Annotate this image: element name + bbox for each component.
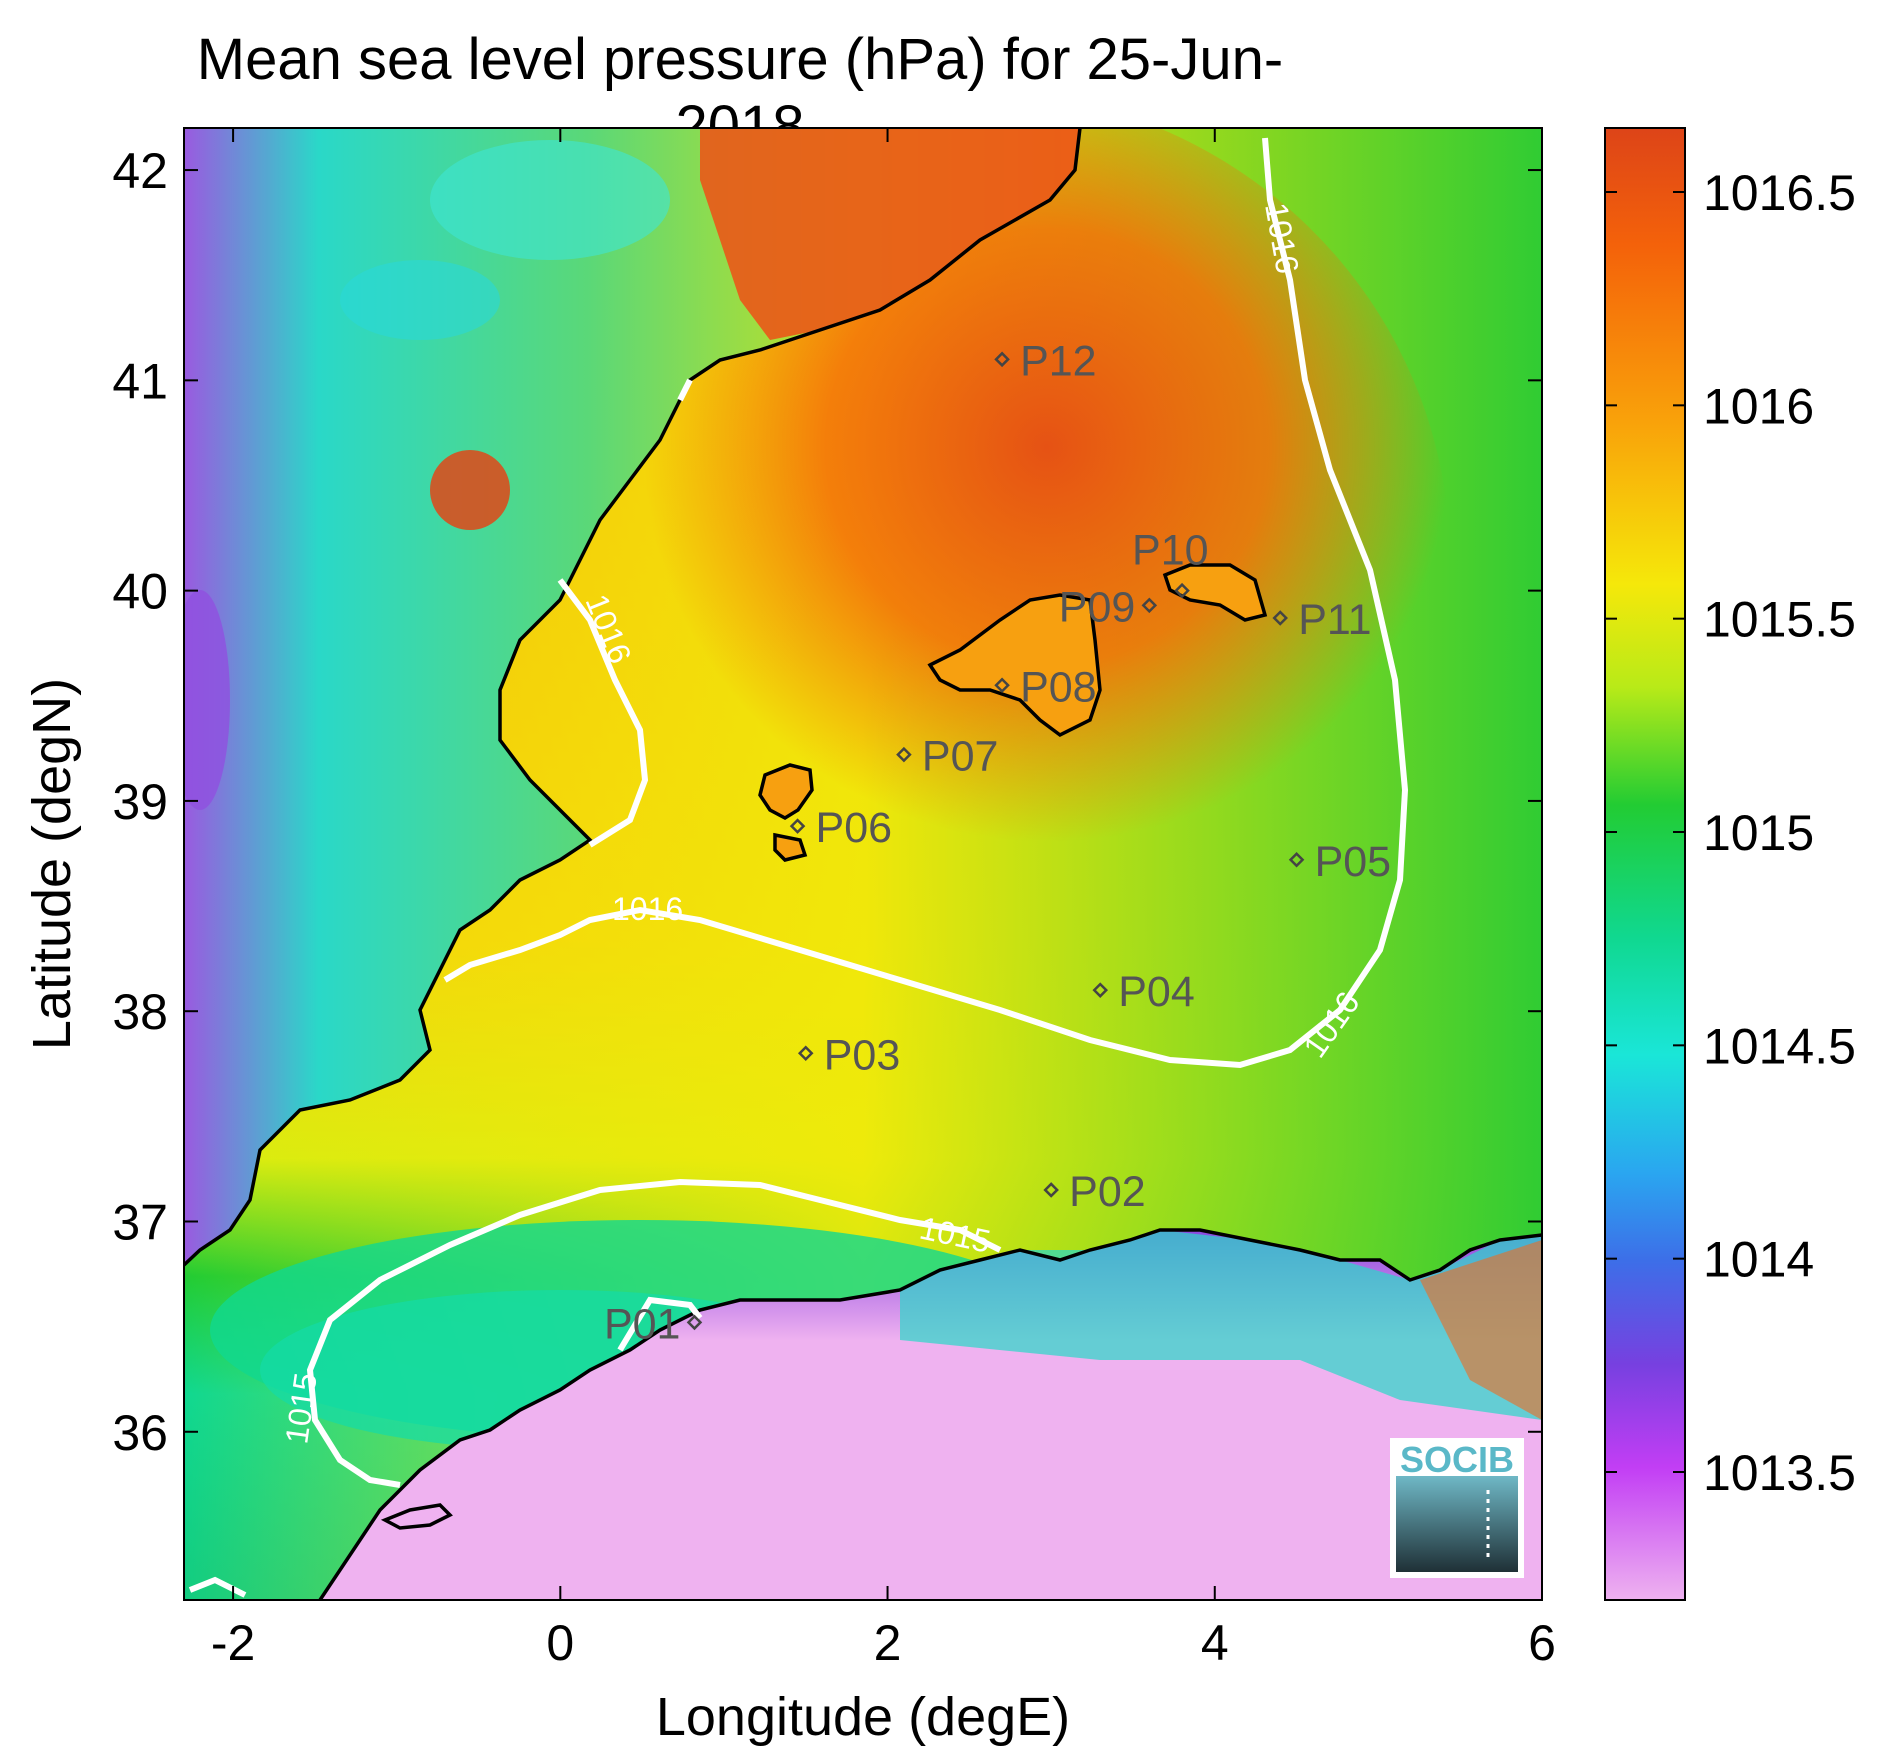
station-label: P12: [1020, 337, 1097, 385]
contour-lines: [188, 137, 1409, 1598]
x-tick-label: 2: [874, 1615, 902, 1671]
station-marker: [1043, 1182, 1059, 1198]
station-label: P04: [1118, 968, 1195, 1016]
socib-logo: SOCIB: [1390, 1438, 1524, 1578]
colorbar-ticks: 1013.5 1014 1014.5 1015 1015.5 1016 1016.5: [1605, 165, 1856, 1501]
menorca: [1165, 565, 1265, 620]
socib-logo-text: SOCIB: [1400, 1439, 1514, 1480]
ibiza-coastline: [758, 763, 814, 821]
station-label: P08: [1020, 663, 1097, 711]
y-tick-label: 39: [112, 774, 168, 830]
iberia-coastline: [184, 128, 1082, 1267]
colorbar-tick-label: 1014.5: [1703, 1018, 1856, 1074]
contour-1016-east: [443, 137, 1409, 1069]
y-tick-label: 38: [112, 984, 168, 1040]
contour-1016-spain: [557, 578, 649, 848]
plot-frame: [183, 127, 1543, 1601]
y-tick-label: 42: [112, 143, 168, 199]
y-tick-label: 40: [112, 564, 168, 620]
coastlines: [184, 128, 1542, 1600]
catalonia-high-area: [700, 128, 1080, 340]
station-marker: [1174, 582, 1190, 599]
colorbar-tick-label: 1013.5: [1703, 1445, 1856, 1501]
station-label: P09: [1059, 583, 1136, 631]
mallorca-coastline: [927, 593, 1102, 738]
station-marker: [789, 818, 806, 834]
iberia-land: [184, 128, 1080, 1265]
contour-1015-corner: [188, 1576, 247, 1598]
ibiza: [760, 765, 812, 818]
station-label: P06: [816, 804, 893, 852]
alboran-islet: [380, 1503, 453, 1530]
station-marker: [994, 351, 1010, 368]
colorbar-tick-label: 1015.5: [1703, 592, 1856, 648]
map-title: Mean sea level pressure (hPa) for 25-Jun…: [196, 27, 1284, 159]
station-label: P03: [824, 1031, 901, 1079]
station-marker: [1141, 597, 1158, 614]
africa-coastline: [318, 1228, 1542, 1600]
station-label: P07: [922, 733, 999, 781]
station-label: P01: [604, 1300, 681, 1348]
x-tick-label: 4: [1201, 1615, 1229, 1671]
station-marker: [797, 1045, 814, 1062]
x-tick-label: 0: [546, 1615, 574, 1671]
y-axis-label: Latitude (degN): [22, 678, 82, 1050]
contour-1015-inner: [617, 1296, 703, 1352]
contour-1015: [306, 1178, 1002, 1488]
mallorca: [930, 595, 1100, 735]
formentera-coastline: [773, 832, 808, 862]
station-markers: P01 P02 P03 P04 P05 P06 P07 P08 P09 P10 P11 P12: [604, 337, 1391, 1348]
contour-label-1016: 1016: [612, 891, 683, 927]
pressure-field: 1016 1016 1016 1016 1015 1015 P01P02P03P…: [184, 128, 1542, 1600]
y-tick-label: 36: [112, 1405, 168, 1461]
colorbar-tick-label: 1016: [1703, 378, 1814, 434]
colorbar: [1604, 127, 1686, 1601]
x-axis-ticks: -2 0 2 4 6: [211, 128, 1556, 1671]
station-marker: [994, 677, 1010, 694]
station-marker: [1272, 610, 1288, 626]
station-marker: [1288, 852, 1305, 868]
colorbar-tick-label: 1014: [1703, 1232, 1814, 1288]
colorbar-tick-label: 1015: [1703, 805, 1814, 861]
y-tick-label: 41: [112, 353, 168, 409]
station-marker: [896, 746, 912, 763]
station-label: P05: [1315, 838, 1392, 886]
x-axis-label: Longitude (degE): [656, 1687, 1070, 1747]
africa-coastal-band: [900, 1230, 1542, 1420]
colorbar-tick-label: 1016.5: [1703, 165, 1856, 221]
contour-1016-north: [677, 378, 693, 402]
x-tick-label: 6: [1528, 1615, 1556, 1671]
station-marker: [1092, 982, 1109, 998]
y-tick-label: 37: [112, 1194, 168, 1250]
y-axis-ticks: 36 37 38 39 40 41 42: [112, 143, 1542, 1461]
station-label: P02: [1069, 1168, 1146, 1216]
station-marker: [686, 1314, 703, 1331]
station-label: P10: [1132, 527, 1209, 575]
x-tick-label: -2: [211, 1615, 255, 1671]
station-label: P11: [1298, 596, 1371, 644]
